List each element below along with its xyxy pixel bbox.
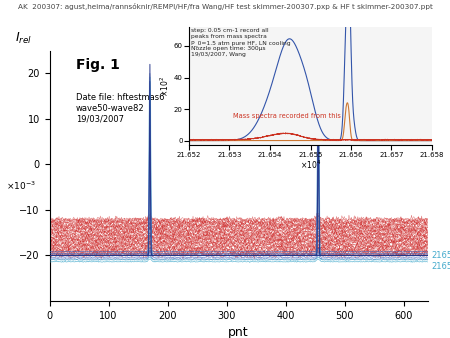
Text: AK  200307: agust,heima/rannsóknir/REMPI/HF/fra Wang/HF test skimmer-200307.pxp : AK 200307: agust,heima/rannsóknir/REMPI/…	[18, 3, 432, 10]
Y-axis label: $\times 10^2$: $\times 10^2$	[158, 76, 171, 97]
X-axis label: $\times 10^4$: $\times 10^4$	[300, 159, 321, 171]
Text: Date file: hftestmas6
wave50-wave82
19/03/2007: Date file: hftestmas6 wave50-wave82 19/0…	[76, 93, 164, 123]
X-axis label: pnt: pnt	[228, 326, 249, 338]
Text: step: 0.05 cm-1 record all
peaks from mass spectra
P_0=1.5 atm pure HF, LN cooli: step: 0.05 cm-1 record all peaks from ma…	[191, 28, 291, 57]
Text: 21654.5: 21654.5	[431, 262, 450, 271]
Text: 21655.90: 21655.90	[431, 251, 450, 260]
Text: $I_{rel}$: $I_{rel}$	[15, 31, 32, 46]
Text: Mass spectra recorded from this: Mass spectra recorded from this	[233, 113, 341, 119]
Text: Fig. 1: Fig. 1	[76, 58, 120, 72]
Text: $\times 10^{-3}$: $\times 10^{-3}$	[6, 179, 36, 192]
